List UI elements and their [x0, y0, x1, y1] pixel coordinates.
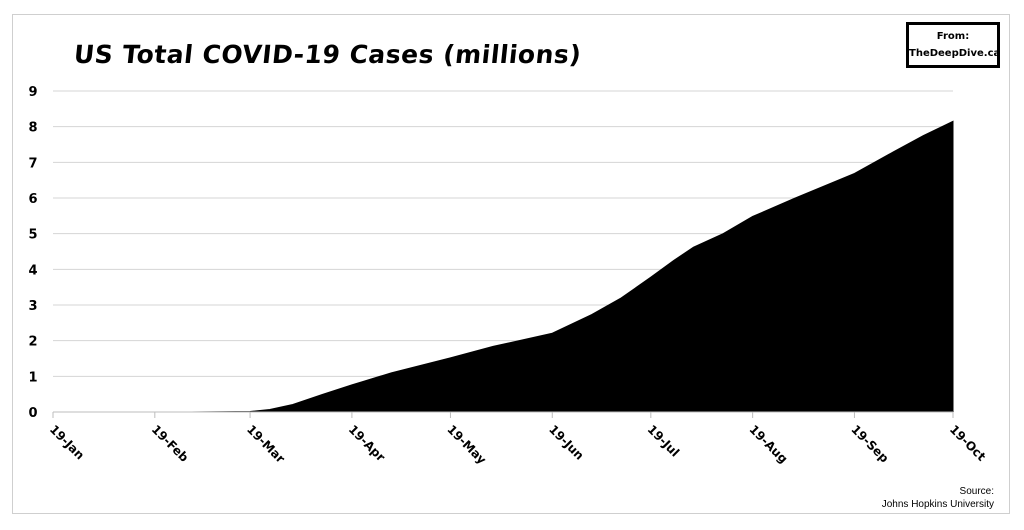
credit-site: TheDeepDive.ca	[909, 48, 1001, 59]
credit-box: From: TheDeepDive.ca	[906, 22, 1000, 68]
y-tick-label: 1	[28, 370, 37, 385]
x-tick-label: 19-Mar	[244, 422, 288, 466]
x-tick-label: 19-Jul	[645, 422, 682, 459]
area-fill	[53, 120, 954, 413]
y-tick-label: 8	[28, 121, 37, 136]
y-tick-label: 7	[28, 156, 37, 171]
source-name: Johns Hopkins University	[881, 499, 994, 510]
x-tick-label: 19-May	[444, 422, 489, 467]
source-note: Source: Johns Hopkins University	[882, 485, 994, 511]
x-tick-label: 19-Sep	[848, 422, 891, 465]
x-tick-label: 19-Jan	[47, 422, 87, 462]
x-tick-label: 19-Apr	[346, 422, 388, 464]
y-tick-label: 3	[28, 299, 37, 314]
x-tick-label: 19-Jun	[546, 422, 586, 462]
source-label: Source:	[959, 486, 994, 497]
x-axis-ticks: 19-Jan 19-Feb 19-Mar 19-Apr 19-May 19-Jun 19-J…	[47, 412, 989, 467]
x-tick-label: 19-Feb	[149, 422, 192, 465]
area-series	[53, 120, 954, 413]
y-tick-label: 0	[28, 406, 37, 421]
x-tick-label: 19-Oct	[947, 422, 989, 464]
credit-from-label: From:	[936, 31, 970, 42]
y-tick-label: 6	[28, 192, 37, 207]
y-tick-label: 5	[28, 228, 37, 243]
y-tick-label: 9	[28, 85, 37, 100]
y-tick-label: 2	[28, 335, 37, 350]
y-tick-label: 4	[28, 263, 37, 278]
y-axis-ticks: 0 1 2 3 4 5 6 7 8 9	[28, 85, 37, 421]
x-tick-label: 19-Aug	[747, 422, 791, 466]
